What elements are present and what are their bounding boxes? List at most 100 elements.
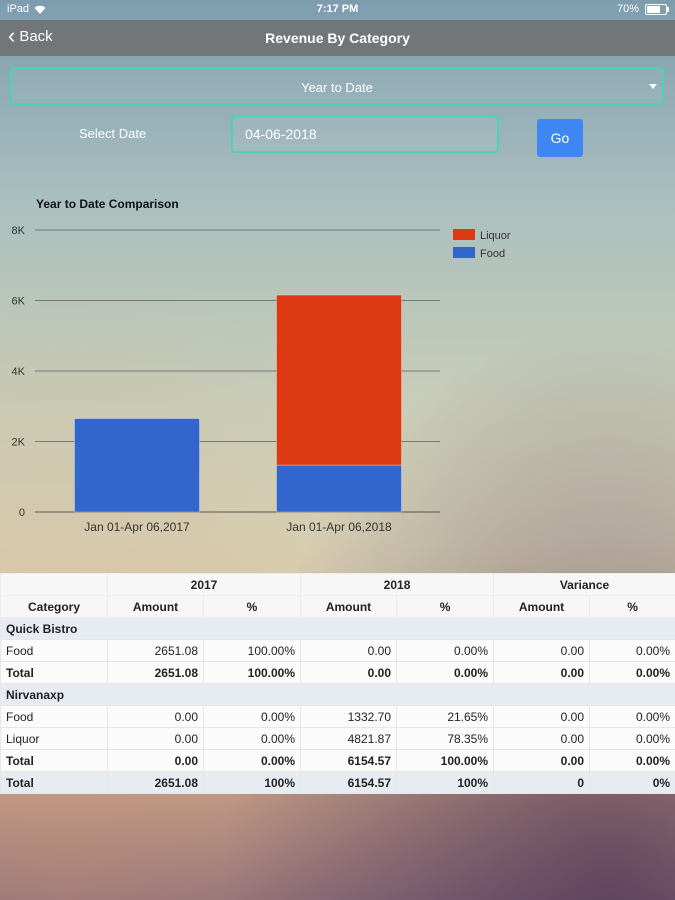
header-blank-cell <box>0 573 108 596</box>
table-cell: 0% <box>589 771 675 794</box>
period-header: Variance <box>493 573 675 596</box>
chart-title: Year to Date Comparison <box>36 197 179 211</box>
table-cell: 0.00% <box>589 749 675 772</box>
device-name: iPad <box>7 3 30 15</box>
table-cell: 0.00% <box>589 639 675 662</box>
x-tick-label: Jan 01-Apr 06,2018 <box>286 520 392 534</box>
table-cell: 0.00 <box>300 639 398 662</box>
row-label: Total <box>0 749 108 772</box>
row-label: Food <box>0 705 108 728</box>
status-left: iPad <box>7 3 46 15</box>
row-label: Total <box>0 771 108 794</box>
group-header-row: Quick Bistro <box>0 617 675 640</box>
table-cell: 0.00% <box>202 749 302 772</box>
table-cell: 0.00% <box>589 661 675 684</box>
table-cell: 1332.70 <box>300 705 398 728</box>
column-header: Amount <box>300 595 398 618</box>
row-label: Food <box>0 639 108 662</box>
column-header: Amount <box>493 595 591 618</box>
y-tick-label: 2K <box>12 437 26 449</box>
wifi-icon <box>34 5 46 14</box>
table-cell: 21.65% <box>396 705 495 728</box>
y-tick-label: 0 <box>19 507 25 519</box>
table-cell: 0.00 <box>107 727 204 750</box>
period-header: 2018 <box>300 573 495 596</box>
period-header-row: 2017 2018 Variance <box>0 573 675 596</box>
status-time: 7:17 PM <box>316 3 359 15</box>
status-bar: iPad 7:17 PM 70% <box>0 0 675 20</box>
table-cell: 0.00 <box>300 661 398 684</box>
table-cell: 0.00% <box>589 727 675 750</box>
x-tick-label: Jan 01-Apr 06,2017 <box>84 520 190 534</box>
revenue-chart: Year to Date Comparison 0 2K 4K 6K 8K Jan 01-A… <box>12 197 511 534</box>
table-cell: 78.35% <box>396 727 495 750</box>
y-tick-label: 8K <box>12 225 26 237</box>
y-tick-label: 6K <box>12 296 26 308</box>
table-cell: 2651.08 <box>107 771 204 794</box>
table-row: Liquor 0.00 0.00% 4821.87 78.35% 0.00 0.00% <box>0 727 675 750</box>
legend-swatch-liquor <box>453 229 475 240</box>
table-cell: 0.00% <box>202 727 302 750</box>
table-cell: 100.00% <box>202 639 302 662</box>
table-cell: 0.00 <box>493 749 591 772</box>
table-cell: 0.00 <box>107 705 204 728</box>
row-label: Total <box>0 661 108 684</box>
table-row: Food 2651.08 100.00% 0.00 0.00% 0.00 0.00% <box>0 639 675 662</box>
table-cell: 0.00% <box>202 705 302 728</box>
table-cell: 2651.08 <box>107 639 204 662</box>
group-name: Nirvanaxp <box>0 683 675 706</box>
table-cell: 2651.08 <box>107 661 204 684</box>
back-label: Back <box>19 27 53 45</box>
period-header: 2017 <box>106 573 302 596</box>
chevron-left-icon: ‹ <box>8 23 16 48</box>
table-cell: 100% <box>396 771 495 794</box>
bar-food <box>74 418 200 513</box>
table-cell: 100.00% <box>202 661 302 684</box>
back-button[interactable]: ‹ Back <box>8 23 53 48</box>
navigation-bar: ‹ Back Revenue By Category <box>0 20 675 56</box>
select-date-label: Select Date <box>79 126 147 141</box>
bar-liquor <box>276 294 402 466</box>
period-dropdown[interactable]: Year to Date <box>10 67 664 105</box>
table-cell: 0.00% <box>589 705 675 728</box>
grand-total-row: Total 2651.08 100% 6154.57 100% 0 0% <box>0 771 675 794</box>
go-button[interactable]: Go <box>537 119 583 157</box>
table-cell: 100% <box>202 771 302 794</box>
table-row: Food 0.00 0.00% 1332.70 21.65% 0.00 0.00% <box>0 705 675 728</box>
table-cell: 0.00% <box>396 661 495 684</box>
column-header: Category <box>0 595 108 618</box>
page-title: Revenue By Category <box>265 30 410 46</box>
column-header-row: Category Amount% Amount% Amount% <box>0 595 675 618</box>
table-cell: 100.00% <box>396 749 495 772</box>
caret-down-icon <box>649 84 657 89</box>
legend-label-liquor: Liquor <box>480 230 511 242</box>
battery-level <box>647 5 660 13</box>
status-right: 70% <box>616 3 669 15</box>
group-total-row: Total 2651.08 100.00% 0.00 0.00% 0.00 0.00% <box>0 661 675 684</box>
group-total-row: Total 0.00 0.00% 6154.57 100.00% 0.00 0.00% <box>0 749 675 772</box>
column-header: % <box>396 595 495 618</box>
legend-label-food: Food <box>480 248 505 260</box>
table-cell: 6154.57 <box>300 771 398 794</box>
group-header-row: Nirvanaxp <box>0 683 675 706</box>
legend-swatch-food <box>453 247 475 258</box>
column-header: % <box>202 595 302 618</box>
table-cell: 0.00 <box>493 705 591 728</box>
column-header: Amount <box>107 595 204 618</box>
table-cell: 0.00% <box>396 639 495 662</box>
bar-food <box>276 464 402 513</box>
table-cell: 6154.57 <box>300 749 398 772</box>
table-cell: 0 <box>493 771 591 794</box>
battery-icon <box>645 3 669 15</box>
date-input[interactable] <box>231 115 499 153</box>
table-cell: 0.00 <box>493 639 591 662</box>
table-cell: 0.00 <box>493 727 591 750</box>
table-cell: 4821.87 <box>300 727 398 750</box>
table-cell: 0.00 <box>107 749 204 772</box>
y-tick-label: 4K <box>12 366 26 378</box>
group-name: Quick Bistro <box>0 617 675 640</box>
period-dropdown-value: Year to Date <box>301 80 373 95</box>
row-label: Liquor <box>0 727 108 750</box>
column-header: % <box>589 595 675 618</box>
battery-percent: 70% <box>616 3 639 15</box>
